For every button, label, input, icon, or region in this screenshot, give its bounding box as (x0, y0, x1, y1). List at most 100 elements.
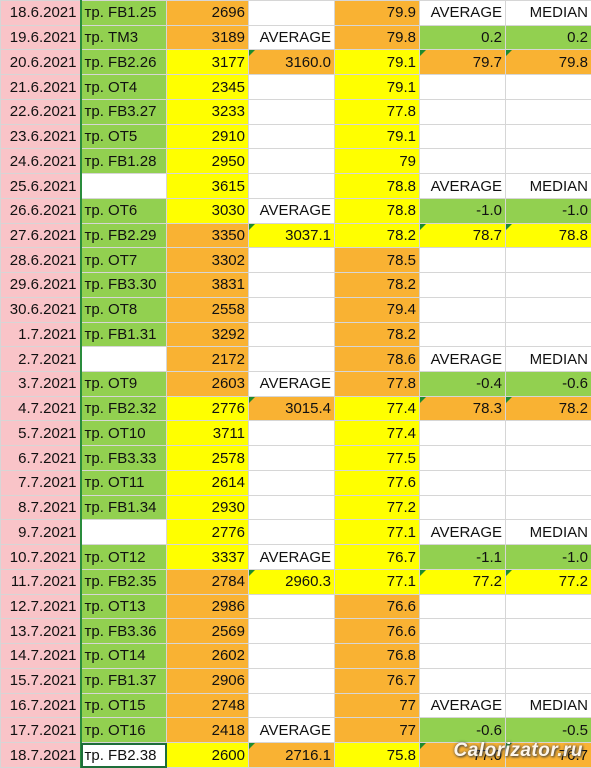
calories-cell[interactable]: 3233 (166, 98, 249, 125)
label-cell[interactable]: тр. FB2.26 (79, 49, 167, 76)
weight-cell[interactable]: 76.7 (334, 667, 420, 694)
calories-cell[interactable]: 2614 (166, 469, 249, 496)
label-cell[interactable]: тр. FB1.34 (79, 494, 167, 521)
weight-cell[interactable]: 77.5 (334, 445, 420, 471)
date-cell[interactable]: 29.6.2021 (0, 272, 81, 298)
calories-average-cell[interactable] (248, 469, 335, 496)
date-cell[interactable]: 5.7.2021 (0, 420, 81, 447)
calories-average-cell[interactable] (248, 494, 335, 521)
label-cell[interactable]: тр. OT4 (79, 74, 167, 100)
calories-cell[interactable]: 3302 (166, 247, 249, 274)
calories-average-cell[interactable] (248, 173, 335, 199)
weight-median-cell[interactable] (505, 469, 591, 496)
label-cell[interactable]: тр. FB1.31 (79, 321, 167, 348)
weight-average-cell[interactable] (419, 148, 506, 175)
label-cell[interactable] (79, 519, 167, 546)
weight-median-cell[interactable] (505, 667, 591, 694)
weight-median-cell[interactable] (505, 593, 591, 620)
date-cell[interactable]: 27.6.2021 (0, 222, 81, 249)
weight-median-cell[interactable]: -1.0 (505, 544, 591, 570)
weight-cell[interactable]: 77.6 (334, 469, 420, 496)
calories-average-cell[interactable] (248, 148, 335, 175)
weight-median-cell[interactable]: MEDIAN (505, 692, 591, 719)
weight-cell[interactable]: 77.8 (334, 371, 420, 397)
weight-average-cell[interactable]: AVERAGE (419, 173, 506, 199)
calories-average-cell[interactable] (248, 272, 335, 298)
calories-cell[interactable]: 2603 (166, 371, 249, 397)
weight-median-cell[interactable] (505, 618, 591, 645)
weight-cell[interactable]: 78.5 (334, 247, 420, 274)
weight-cell[interactable]: 79.8 (334, 24, 420, 51)
weight-median-cell[interactable] (505, 494, 591, 521)
label-cell[interactable]: тр. OT6 (79, 197, 167, 224)
weight-cell[interactable]: 79.1 (334, 49, 420, 76)
date-cell[interactable]: 20.6.2021 (0, 49, 81, 76)
weight-cell[interactable]: 79.1 (334, 74, 420, 100)
weight-cell[interactable]: 78.8 (334, 173, 420, 199)
weight-cell[interactable]: 76.7 (334, 544, 420, 570)
weight-median-cell[interactable]: 79.8 (505, 49, 591, 76)
weight-median-cell[interactable]: MEDIAN (505, 519, 591, 546)
date-cell[interactable]: 9.7.2021 (0, 519, 81, 546)
weight-median-cell[interactable]: 77.2 (505, 568, 591, 595)
label-cell[interactable]: тр. OT5 (79, 123, 167, 150)
date-cell[interactable]: 23.6.2021 (0, 123, 81, 150)
calories-average-cell[interactable] (248, 420, 335, 447)
date-cell[interactable]: 11.7.2021 (0, 568, 81, 595)
weight-cell[interactable]: 77.4 (334, 420, 420, 447)
calories-cell[interactable]: 3292 (166, 321, 249, 348)
date-cell[interactable]: 10.7.2021 (0, 544, 81, 570)
label-cell[interactable]: тр. FB2.38 (79, 742, 167, 768)
label-cell[interactable]: тр. FB2.35 (79, 568, 167, 595)
weight-cell[interactable]: 78.2 (334, 222, 420, 249)
weight-median-cell[interactable]: 0.2 (505, 24, 591, 51)
calories-average-cell[interactable]: AVERAGE (248, 197, 335, 224)
date-cell[interactable]: 7.7.2021 (0, 469, 81, 496)
weight-cell[interactable]: 76.6 (334, 593, 420, 620)
label-cell[interactable]: тр. OT7 (79, 247, 167, 274)
label-cell[interactable]: тр. FB3.30 (79, 272, 167, 298)
calories-average-cell[interactable] (248, 593, 335, 620)
calories-cell[interactable]: 3615 (166, 173, 249, 199)
date-cell[interactable]: 1.7.2021 (0, 321, 81, 348)
weight-cell[interactable]: 77.1 (334, 568, 420, 595)
calories-cell[interactable]: 3711 (166, 420, 249, 447)
label-cell[interactable]: тр. OT15 (79, 692, 167, 719)
weight-average-cell[interactable] (419, 593, 506, 620)
weight-average-cell[interactable]: -1.0 (419, 197, 506, 224)
calories-cell[interactable]: 2172 (166, 346, 249, 373)
weight-average-cell[interactable] (419, 247, 506, 274)
calories-cell[interactable]: 2558 (166, 296, 249, 323)
calories-cell[interactable]: 2910 (166, 123, 249, 150)
weight-average-cell[interactable] (419, 667, 506, 694)
date-cell[interactable]: 22.6.2021 (0, 98, 81, 125)
calories-average-cell[interactable] (248, 346, 335, 373)
calories-average-cell[interactable] (248, 692, 335, 719)
calories-cell[interactable]: 2906 (166, 667, 249, 694)
calories-cell[interactable]: 2602 (166, 643, 249, 669)
weight-average-cell[interactable]: 77.0 (419, 742, 506, 768)
weight-cell[interactable]: 78.2 (334, 321, 420, 348)
weight-median-cell[interactable]: -0.6 (505, 371, 591, 397)
weight-average-cell[interactable] (419, 469, 506, 496)
calories-cell[interactable]: 2696 (166, 0, 249, 26)
calories-average-cell[interactable]: 3037.1 (248, 222, 335, 249)
weight-average-cell[interactable]: 78.3 (419, 395, 506, 422)
weight-average-cell[interactable]: AVERAGE (419, 0, 506, 26)
calories-cell[interactable]: 3189 (166, 24, 249, 51)
calories-average-cell[interactable] (248, 321, 335, 348)
date-cell[interactable]: 18.7.2021 (0, 742, 81, 768)
weight-cell[interactable]: 77.2 (334, 494, 420, 521)
weight-median-cell[interactable] (505, 74, 591, 100)
weight-average-cell[interactable] (419, 643, 506, 669)
weight-average-cell[interactable]: 77.2 (419, 568, 506, 595)
weight-median-cell[interactable] (505, 420, 591, 447)
label-cell[interactable]: тр. FB2.29 (79, 222, 167, 249)
label-cell[interactable]: тр. FB3.36 (79, 618, 167, 645)
weight-cell[interactable]: 77.1 (334, 519, 420, 546)
weight-cell[interactable]: 77 (334, 692, 420, 719)
calories-cell[interactable]: 2776 (166, 395, 249, 422)
weight-cell[interactable]: 77.8 (334, 98, 420, 125)
weight-median-cell[interactable] (505, 445, 591, 471)
weight-cell[interactable]: 78.8 (334, 197, 420, 224)
